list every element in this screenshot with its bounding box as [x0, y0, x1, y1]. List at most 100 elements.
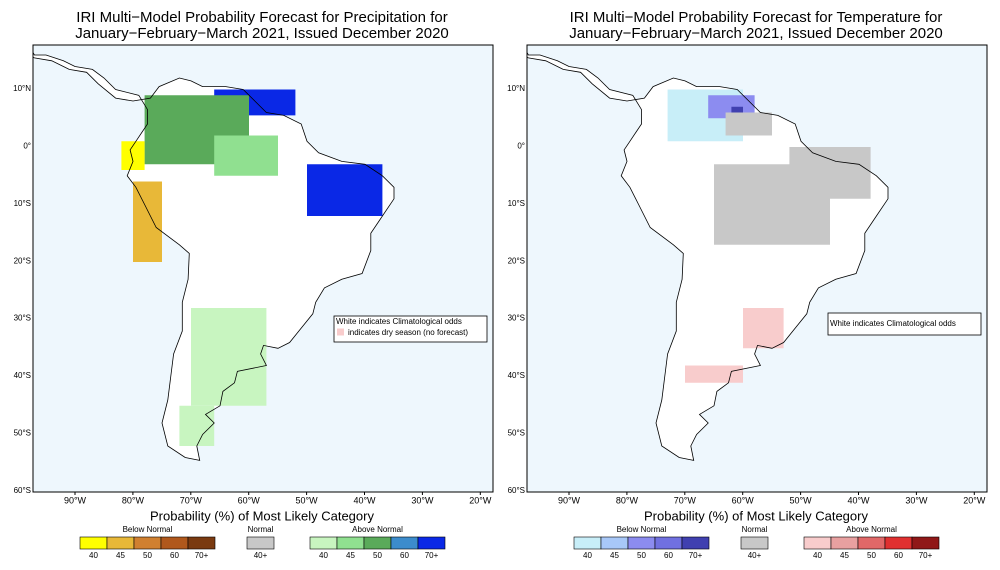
forecast-patch — [685, 365, 743, 383]
y-tick-label: 40°S — [14, 371, 31, 380]
x-tick-label: 90°W — [558, 495, 581, 505]
legend-swatch — [857, 536, 886, 550]
legend-label: 40 — [89, 551, 98, 560]
legend-label: 40 — [813, 551, 822, 560]
coastline — [33, 51, 395, 461]
x-tick-label: 30°W — [905, 495, 928, 505]
forecast-patch — [743, 308, 784, 349]
legend-label: 45 — [116, 551, 125, 560]
map-frame — [32, 44, 494, 493]
legend-swatch — [911, 536, 940, 550]
y-tick-label: 60°S — [14, 486, 31, 495]
legend-swatch — [106, 536, 135, 550]
y-tick-label: 10°N — [13, 84, 31, 93]
legend-swatch — [246, 536, 275, 550]
legend-swatch — [390, 536, 419, 550]
map-title: IRI Multi−Model Probability Forecast for… — [76, 9, 447, 26]
legend-label: 45 — [346, 551, 355, 560]
map-title: January−February−March 2021, Issued Dece… — [75, 25, 449, 42]
x-tick-label: 50°W — [790, 495, 813, 505]
legend-label: 60 — [664, 551, 673, 560]
x-tick-label: 70°W — [674, 495, 697, 505]
legend-swatch — [363, 536, 392, 550]
map-title: January−February−March 2021, Issued Dece… — [569, 25, 943, 42]
legend-swatch — [133, 536, 162, 550]
forecast-patch — [179, 405, 215, 446]
x-tick-label: 90°W — [64, 495, 87, 505]
legend-title: Probability (%) of Most Likely Category — [644, 508, 868, 523]
legend-label: 50 — [373, 551, 382, 560]
note-box — [333, 315, 488, 343]
y-tick-label: 30°S — [508, 314, 525, 323]
forecast-patch — [307, 164, 383, 216]
legend-group-name: Normal — [742, 525, 768, 534]
legend-label: 45 — [610, 551, 619, 560]
note-text: White indicates Climatological odds — [830, 319, 956, 328]
x-tick-label: 40°W — [847, 495, 870, 505]
forecast-patch — [133, 181, 162, 262]
y-tick-label: 20°S — [508, 256, 525, 265]
forecast-patch — [725, 112, 772, 136]
y-tick-label: 10°N — [507, 84, 525, 93]
legend-swatch — [830, 536, 859, 550]
legend-swatch — [336, 536, 365, 550]
map-area — [33, 51, 395, 461]
legend-swatch — [740, 536, 769, 550]
y-tick-label: 0° — [23, 142, 31, 151]
x-tick-label: 80°W — [122, 495, 145, 505]
legend-label: 40+ — [748, 551, 762, 560]
y-tick-label: 60°S — [508, 486, 525, 495]
legend-swatch — [79, 536, 108, 550]
legend-title: Probability (%) of Most Likely Category — [150, 508, 374, 523]
note-text: White indicates Climatological odds — [336, 317, 462, 326]
legend-label: 45 — [840, 551, 849, 560]
forecast-patch — [214, 135, 278, 176]
x-tick-label: 60°W — [238, 495, 261, 505]
x-tick-label: 30°W — [411, 495, 434, 505]
legend-swatch — [309, 536, 338, 550]
y-tick-label: 10°S — [14, 199, 31, 208]
y-tick-label: 20°S — [14, 256, 31, 265]
legend-group-name: Below Normal — [617, 525, 667, 534]
y-tick-label: 50°S — [508, 429, 525, 438]
legend-swatch — [187, 536, 216, 550]
legend-group-name: Normal — [248, 525, 274, 534]
legend-swatch — [627, 536, 656, 550]
legend-swatch — [417, 536, 446, 550]
legend-label: 70+ — [425, 551, 439, 560]
map-title: IRI Multi−Model Probability Forecast for… — [570, 9, 943, 26]
map-frame — [526, 44, 988, 493]
y-tick-label: 30°S — [14, 314, 31, 323]
x-tick-label: 60°W — [732, 495, 755, 505]
legend-label: 60 — [400, 551, 409, 560]
x-tick-label: 40°W — [353, 495, 376, 505]
legend-label: 50 — [867, 551, 876, 560]
y-tick-label: 40°S — [508, 371, 525, 380]
land — [33, 52, 394, 461]
legend-group-name: Above Normal — [846, 525, 897, 534]
forecast-patch — [121, 141, 145, 170]
y-tick-label: 10°S — [508, 199, 525, 208]
legend-label: 60 — [170, 551, 179, 560]
x-tick-label: 70°W — [180, 495, 203, 505]
legend-label: 40+ — [254, 551, 268, 560]
legend-swatch — [600, 536, 629, 550]
legend-swatch — [803, 536, 832, 550]
note-text: indicates dry season (no forecast) — [348, 328, 468, 337]
legend-swatch — [681, 536, 710, 550]
legend-label: 70+ — [689, 551, 703, 560]
note-box — [827, 312, 982, 336]
forecast-patch — [191, 308, 267, 406]
legend-label: 50 — [637, 551, 646, 560]
x-tick-label: 50°W — [296, 495, 319, 505]
legend-swatch — [573, 536, 602, 550]
x-tick-label: 20°W — [469, 495, 492, 505]
legend-label: 50 — [143, 551, 152, 560]
legend-label: 40 — [583, 551, 592, 560]
legend-label: 60 — [894, 551, 903, 560]
legend-group-name: Above Normal — [352, 525, 403, 534]
legend-label: 40 — [319, 551, 328, 560]
dry-swatch — [337, 328, 344, 336]
y-tick-label: 50°S — [14, 429, 31, 438]
